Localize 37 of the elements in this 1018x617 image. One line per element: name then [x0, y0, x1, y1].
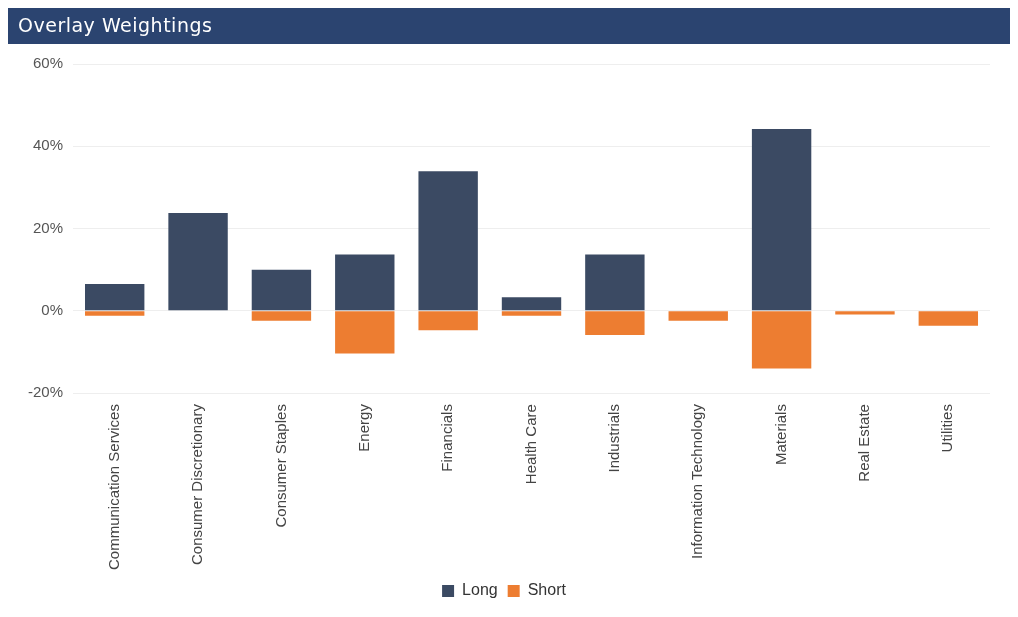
- bar: [251, 311, 312, 321]
- bar: [918, 311, 979, 326]
- bar: [85, 284, 145, 311]
- bar: [335, 254, 395, 311]
- bar: [585, 311, 645, 336]
- x-tick-label: Materials: [771, 404, 789, 465]
- bar: [751, 311, 812, 369]
- bar: [501, 297, 562, 311]
- bar: [335, 311, 395, 354]
- chart-title: Overlay Weightings: [8, 8, 1010, 44]
- bar: [251, 269, 312, 311]
- x-tick-label: Financials: [438, 404, 456, 472]
- x-tick-label: Consumer Staples: [271, 404, 289, 528]
- y-tick-label: 40%: [32, 136, 64, 154]
- bar: [668, 311, 728, 321]
- x-tick-label: Communication Services: [104, 404, 122, 571]
- bar: [751, 129, 812, 311]
- x-tick-label: Consumer Discretionary: [188, 403, 206, 565]
- legend-label: Long: [462, 581, 498, 599]
- x-tick-label: Utilities: [938, 404, 956, 453]
- x-tick-label: Information Technology: [688, 403, 706, 559]
- y-tick-label: 60%: [32, 54, 64, 72]
- y-tick-label: -20%: [27, 383, 64, 401]
- bar: [168, 212, 228, 311]
- legend-label: Short: [527, 581, 567, 599]
- x-tick-label: Real Estate: [855, 404, 873, 482]
- y-tick-label: 0%: [41, 300, 64, 318]
- x-tick-label: Energy: [354, 403, 372, 452]
- bar: [585, 254, 645, 311]
- y-tick-label: 20%: [32, 218, 64, 236]
- bar: [418, 311, 478, 331]
- x-tick-label: Health Care: [521, 404, 539, 485]
- bar: [85, 311, 145, 316]
- bar: [418, 171, 478, 311]
- bar: [501, 311, 562, 316]
- bar: [835, 311, 895, 315]
- x-tick-label: Industrials: [605, 404, 623, 473]
